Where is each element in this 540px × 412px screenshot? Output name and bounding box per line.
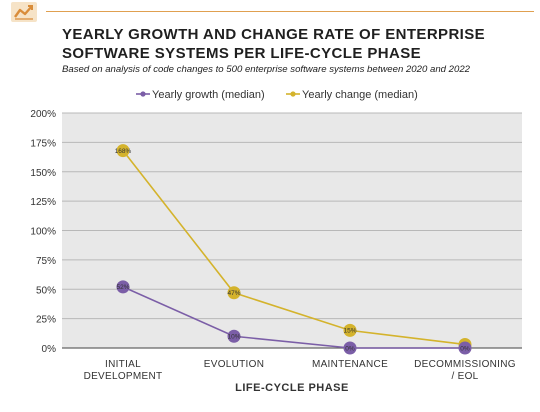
data-label: 52% bbox=[116, 284, 129, 291]
x-tick-label: DECOMMISSIONING bbox=[414, 359, 516, 370]
data-label: 168% bbox=[115, 148, 132, 155]
x-tick-label: MAINTENANCE bbox=[312, 359, 388, 370]
legend-label: Yearly growth (median) bbox=[152, 89, 265, 101]
series-line bbox=[122, 286, 465, 349]
series-line bbox=[122, 150, 466, 346]
x-axis-title: LIFE-CYCLE PHASE bbox=[235, 382, 349, 394]
x-tick-label: DEVELOPMENT bbox=[84, 371, 163, 382]
data-label: 0% bbox=[345, 345, 355, 352]
y-tick-label: 175% bbox=[30, 138, 56, 149]
data-point bbox=[116, 280, 130, 294]
data-point bbox=[343, 323, 357, 337]
line-chart-icon bbox=[10, 1, 38, 23]
header-divider bbox=[46, 11, 534, 12]
y-tick-label: 50% bbox=[36, 285, 56, 296]
x-tick-label: INITIAL bbox=[105, 359, 141, 370]
data-point bbox=[116, 144, 130, 158]
chart-title: YEARLY GROWTH AND CHANGE RATE OF ENTERPR… bbox=[62, 26, 486, 62]
data-point bbox=[458, 341, 472, 355]
data-point bbox=[227, 286, 241, 300]
y-tick-label: 150% bbox=[30, 168, 56, 179]
legend-label: Yearly change (median) bbox=[302, 89, 418, 101]
legend-marker bbox=[140, 91, 146, 97]
y-tick-label: 0% bbox=[42, 344, 57, 355]
data-label: 0% bbox=[460, 345, 470, 352]
data-point bbox=[227, 329, 241, 343]
y-tick-label: 75% bbox=[36, 256, 56, 267]
data-label: 10% bbox=[227, 334, 240, 341]
y-tick-label: 125% bbox=[30, 197, 56, 208]
y-tick-label: 25% bbox=[36, 315, 56, 326]
chart-subtitle: Based on analysis of code changes to 500… bbox=[62, 64, 470, 75]
data-point bbox=[343, 341, 357, 355]
data-label: 47% bbox=[227, 290, 240, 297]
y-tick-label: 100% bbox=[30, 227, 56, 238]
x-tick-label: / EOL bbox=[451, 371, 478, 382]
legend-marker bbox=[290, 91, 296, 97]
x-tick-label: EVOLUTION bbox=[204, 359, 265, 370]
data-label: 15% bbox=[343, 328, 356, 335]
y-tick-label: 200% bbox=[30, 109, 56, 120]
